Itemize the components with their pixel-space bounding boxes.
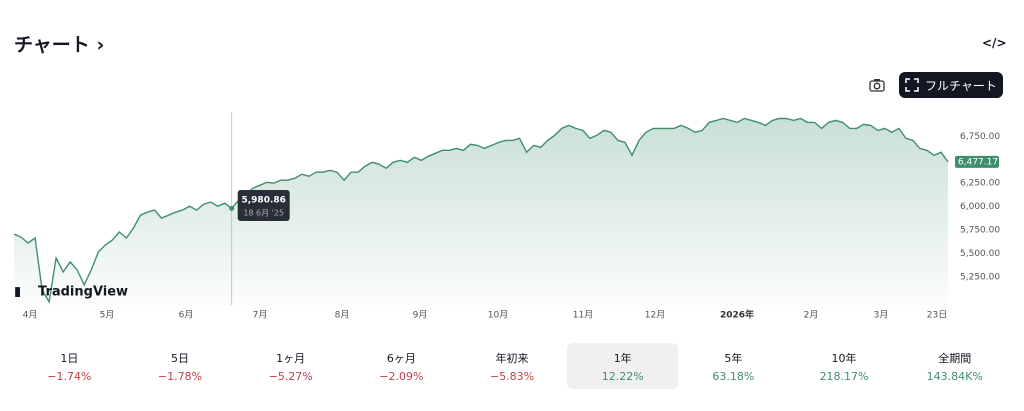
x-tick-label: 6月 bbox=[179, 310, 194, 321]
x-tick-label: 8月 bbox=[335, 310, 350, 321]
fullchart-button[interactable]: フルチャート bbox=[899, 72, 1003, 98]
expand-icon bbox=[905, 78, 919, 92]
logo-mark: ▮ bbox=[14, 285, 21, 300]
chart: 5,250.00 5,500.00 5,750.00 6,000.00 6,250.00… bbox=[13, 112, 1000, 321]
price-line bbox=[13, 117, 949, 304]
period-tab[interactable]: 全期間 143.84K% bbox=[899, 343, 1010, 389]
period-change: −5.27% bbox=[268, 369, 313, 383]
embed-button[interactable]: </> bbox=[982, 36, 1007, 50]
logo: TradingView bbox=[38, 285, 128, 300]
tooltip-date: 18 6月 '25 bbox=[243, 209, 284, 218]
period-tab[interactable]: 5日 −1.78% bbox=[125, 343, 236, 389]
title-text: チャート bbox=[14, 34, 90, 56]
x-tick-label: 2月 bbox=[804, 310, 819, 321]
period-change: −1.78% bbox=[157, 369, 203, 383]
y-tick-label: 5,750.00 bbox=[960, 226, 1000, 236]
y-tick-label: 6,000.00 bbox=[960, 202, 1000, 212]
x-tick-label: 23日 bbox=[927, 310, 947, 321]
period-change: 63.18% bbox=[712, 369, 755, 383]
x-tick-label: 7月 bbox=[253, 310, 268, 321]
period-change: 218.17% bbox=[819, 369, 869, 383]
y-tick-label: 5,250.00 bbox=[960, 272, 1000, 282]
period-tab[interactable]: 5年 63.18% bbox=[678, 343, 789, 389]
tooltip-box bbox=[237, 190, 290, 221]
period-label: 年初来 bbox=[495, 351, 529, 365]
last-value-label: 6,477.17 bbox=[958, 157, 998, 167]
period-label: 1年 bbox=[613, 351, 632, 365]
x-tick-label: 10月 bbox=[488, 310, 508, 321]
period-change: 12.22% bbox=[601, 369, 644, 383]
period-tab[interactable]: 10年 218.17% bbox=[789, 343, 900, 389]
period-tab[interactable]: 年初来 −5.83% bbox=[457, 343, 568, 389]
x-tick-label: 9月 bbox=[413, 310, 428, 321]
x-tick-label: 3月 bbox=[874, 310, 889, 321]
title[interactable]: チャート › bbox=[14, 30, 104, 57]
hover-dot bbox=[229, 205, 235, 211]
y-tick-label: 6,250.00 bbox=[960, 179, 1000, 189]
period-change: −1.74% bbox=[47, 369, 92, 383]
x-tick-label: 11月 bbox=[573, 310, 593, 321]
x-tick-label: 5月 bbox=[100, 310, 115, 321]
x-tick-label: 12月 bbox=[645, 310, 665, 321]
period-change: 143.84K% bbox=[926, 369, 983, 383]
period-label: 5日 bbox=[171, 351, 189, 365]
period-tab[interactable]: 1ヶ月 −5.27% bbox=[235, 343, 346, 389]
period-label: 10年 bbox=[831, 351, 857, 365]
period-change: −5.83% bbox=[489, 369, 535, 383]
area-fill bbox=[14, 118, 948, 305]
fullchart-label: フルチャート bbox=[925, 78, 997, 93]
period-label: 全期間 bbox=[938, 351, 972, 365]
period-tab[interactable]: 1日 −1.74% bbox=[14, 343, 125, 389]
period-tab[interactable]: 1年 12.22% bbox=[567, 343, 679, 389]
period-label: 5年 bbox=[724, 351, 743, 365]
period-bar: 1日 −1.74% 5日 −1.78% 1ヶ月 −5.27% 6ヶ月 −2.09% 年初来 −5.… bbox=[14, 343, 1010, 389]
tooltip-value: 5,980.86 bbox=[241, 196, 285, 206]
tooltip: 5,980.86 18 6月 '25 bbox=[237, 190, 290, 221]
last-value-box bbox=[955, 155, 999, 168]
x-tick-label: 4月 bbox=[23, 310, 38, 321]
period-label: 1日 bbox=[60, 351, 79, 365]
y-tick-label: 5,500.00 bbox=[960, 249, 1000, 259]
camera-button[interactable] bbox=[866, 74, 888, 96]
period-label: 6ヶ月 bbox=[386, 351, 416, 365]
x-tick-label: 2026年 bbox=[720, 309, 754, 321]
period-change: −2.09% bbox=[379, 369, 424, 383]
period-tab[interactable]: 6ヶ月 −2.09% bbox=[346, 343, 457, 389]
chevron: › bbox=[96, 34, 105, 56]
period-label: 1ヶ月 bbox=[276, 351, 306, 365]
y-tick-label: 6,750.00 bbox=[960, 132, 1000, 142]
